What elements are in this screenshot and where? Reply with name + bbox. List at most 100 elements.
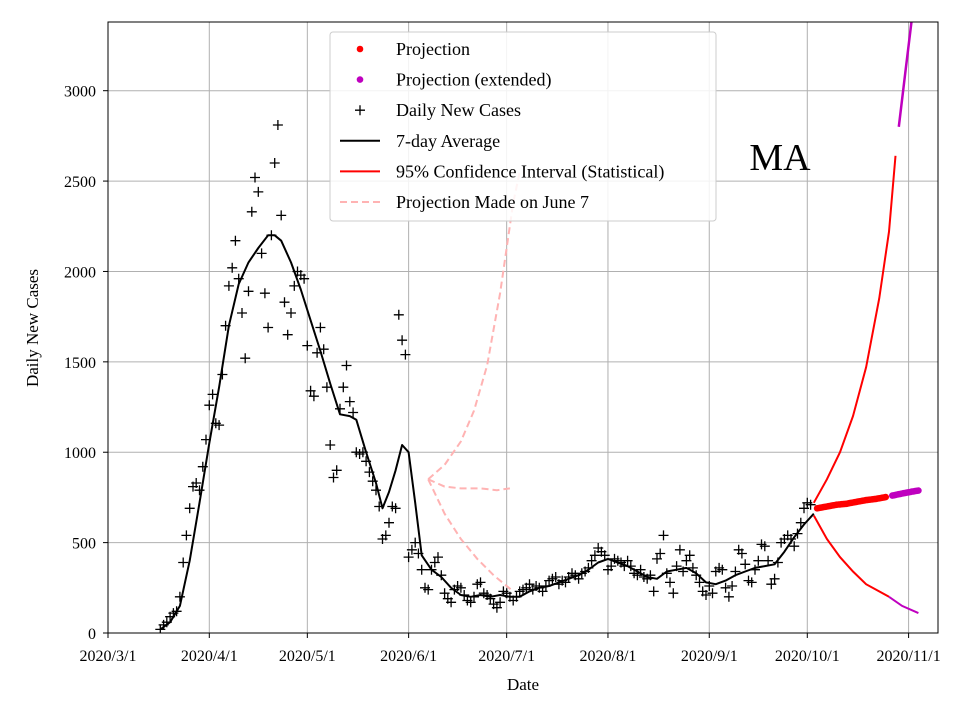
y-tick-label: 2000 (64, 264, 96, 281)
x-tick-label: 2020/6/1 (380, 648, 437, 665)
x-axis-ticks: 2020/3/1 2020/4/1 2020/5/1 2020/6/1 2020/7/1… (80, 633, 941, 665)
daily-case-point (727, 581, 738, 591)
daily-case-point (694, 577, 705, 588)
daily-case-point (687, 562, 698, 573)
series-layer (155, 22, 922, 633)
legend-label: Daily New Cases (396, 100, 521, 120)
legend-marker (356, 45, 364, 53)
x-tick-label: 2020/10/1 (775, 648, 840, 665)
daily-case-point (357, 447, 368, 458)
daily-case-point (331, 465, 342, 476)
daily-case-point (805, 499, 816, 510)
daily-case-point (586, 555, 597, 566)
daily-case-point (573, 573, 584, 584)
daily-case-point (223, 280, 234, 291)
daily-case-point (750, 564, 760, 575)
legend-label: 95% Confidence Interval (Statistical) (396, 161, 664, 182)
daily-case-point (338, 382, 349, 393)
daily-case-point (707, 588, 718, 599)
daily-case-point (374, 501, 385, 512)
y-axis-label: Daily New Cases (23, 269, 42, 387)
daily-case-point (674, 544, 685, 555)
daily-case-point (469, 591, 479, 602)
x-axis-label: Date (507, 675, 539, 694)
daily-case-point (181, 530, 192, 541)
daily-case-point (178, 557, 189, 568)
daily-case-point (433, 552, 443, 563)
daily-case-point (406, 544, 417, 555)
daily-case-point (668, 588, 679, 599)
daily-case-point (250, 172, 260, 183)
daily-case-point (335, 403, 345, 414)
daily-case-point (302, 340, 313, 351)
daily-case-point (632, 570, 643, 581)
legend-label: 7-day Average (396, 131, 500, 151)
daily-case-point (272, 120, 283, 130)
daily-case-point (393, 309, 404, 320)
x-tick-label: 2020/11/1 (876, 648, 940, 665)
daily-case-point (410, 537, 421, 548)
legend-label: Projection Made on June 7 (396, 192, 589, 212)
daily-case-point (308, 391, 319, 402)
x-tick-label: 2020/9/1 (681, 648, 738, 665)
daily-case-point (171, 606, 182, 617)
daily-case-point (723, 591, 734, 602)
daily-case-point (426, 564, 437, 575)
y-tick-label: 1500 (64, 355, 96, 372)
y-tick-label: 1000 (64, 445, 96, 462)
daily-case-point (266, 230, 277, 241)
legend-marker (355, 105, 365, 116)
daily-case-point (204, 400, 215, 411)
daily-case-point (537, 586, 548, 597)
daily-case-point (230, 235, 241, 246)
daily-case-point (583, 562, 594, 573)
daily-case-point (795, 517, 806, 528)
june7-projection-lower-line (427, 478, 514, 593)
daily-case-point (214, 420, 225, 431)
daily-case-point (671, 561, 682, 572)
daily-case-point (397, 335, 408, 346)
daily-case-point (769, 573, 780, 584)
legend-label: Projection (extended) (396, 70, 551, 91)
x-tick-label: 2020/7/1 (478, 648, 535, 665)
daily-case-point (524, 579, 535, 590)
daily-case-point (390, 503, 401, 514)
daily-case-point (348, 407, 359, 418)
daily-case-point (678, 566, 689, 577)
daily-case-point (740, 559, 751, 570)
daily-case-point (635, 564, 646, 575)
daily-case-point (736, 548, 747, 559)
daily-case-point (243, 286, 254, 297)
daily-case-point (364, 467, 375, 478)
daily-case-point (413, 548, 424, 559)
daily-case-point (380, 530, 391, 541)
daily-case-point (233, 273, 244, 284)
daily-case-point (194, 485, 205, 496)
x-tick-label: 2020/8/1 (580, 648, 637, 665)
ci-lower-extended-line (888, 595, 919, 615)
daily-case-point (701, 590, 711, 600)
daily-case-point (446, 597, 457, 608)
daily-case-point (276, 210, 287, 221)
ci-upper-line (812, 155, 897, 504)
daily-case-point (201, 434, 211, 445)
chart-annotation: MA (749, 137, 811, 179)
daily-case-point (648, 586, 659, 597)
daily-case-point (459, 590, 470, 600)
daily-case-point (625, 561, 636, 572)
daily-case-point (341, 360, 352, 371)
daily-case-point (259, 288, 270, 299)
daily-case-point (550, 572, 561, 582)
ci-lower-line (812, 515, 890, 598)
daily-case-point (475, 577, 486, 588)
daily-case-point (207, 389, 218, 400)
daily-case-point (684, 550, 695, 561)
daily-case-point (371, 485, 381, 496)
daily-case-point (720, 582, 731, 593)
y-tick-label: 0 (88, 626, 96, 643)
daily-case-point (220, 320, 231, 331)
legend-box (329, 31, 717, 222)
x-tick-label: 2020/3/1 (80, 648, 137, 665)
daily-case-point (197, 461, 208, 472)
